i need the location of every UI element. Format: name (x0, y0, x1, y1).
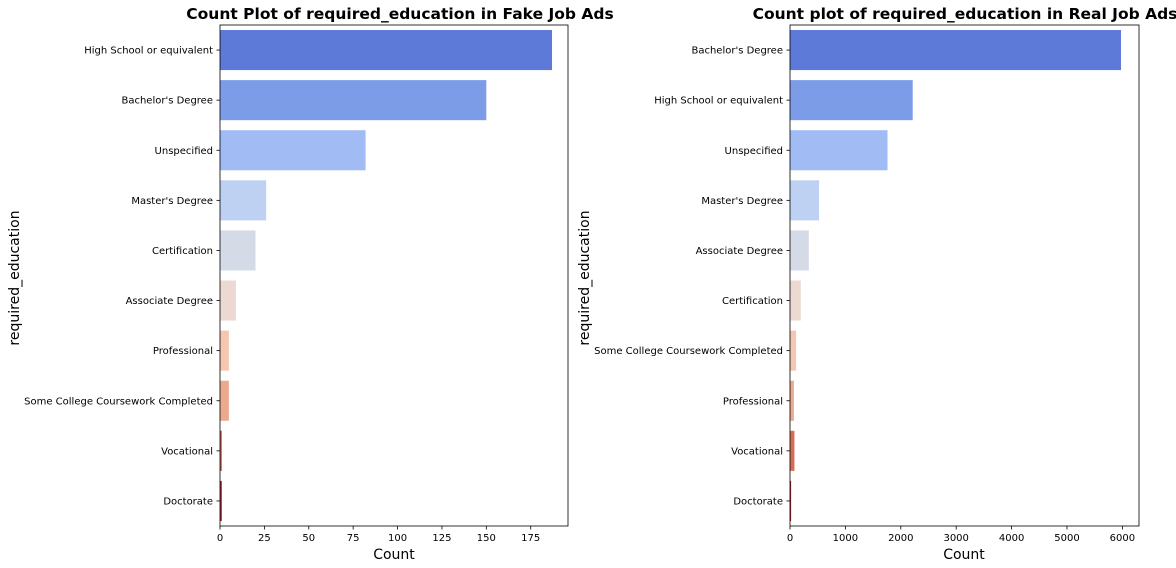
x-tick-label-real-2: 2000 (888, 533, 913, 544)
y-tick-label-real-4: Associate Degree (696, 246, 783, 257)
bar-real-4 (790, 230, 809, 271)
y-tick-label-real-5: Certification (722, 296, 783, 307)
bar-fake-1 (220, 80, 487, 121)
x-tick-label-fake-1: 25 (258, 533, 271, 544)
x-tick-label-fake-2: 50 (302, 533, 315, 544)
bars-fake (220, 30, 553, 521)
bar-real-1 (790, 80, 913, 121)
bar-fake-5 (220, 280, 236, 321)
fake-job-ads-chart: Count Plot of required_education in Fake… (7, 5, 614, 563)
y-tick-label-real-9: Doctorate (733, 496, 783, 507)
y-tick-label-real-7: Professional (723, 396, 783, 407)
y-axis-label-fake: required_education (7, 210, 23, 345)
y-tick-label-fake-6: Professional (153, 346, 213, 357)
y-tick-label-real-1: High School or equivalent (654, 96, 783, 107)
x-tick-label-fake-4: 100 (388, 533, 407, 544)
x-ticks-fake: 0 25 50 75 100 125 150 175 (217, 526, 540, 544)
x-tick-label-real-1: 1000 (833, 533, 858, 544)
y-axis-label-real: required_education (577, 210, 593, 345)
bar-fake-7 (220, 380, 229, 421)
y-tick-label-fake-1: Bachelor's Degree (121, 96, 213, 107)
x-tick-label-fake-5: 125 (432, 533, 451, 544)
bar-real-2 (790, 130, 888, 171)
y-tick-label-fake-7: Some College Coursework Completed (24, 396, 213, 407)
bar-real-9 (790, 480, 792, 521)
chart-title-real: Count plot of required_education in Real… (753, 5, 1176, 23)
chart-title-fake: Count Plot of required_education in Fake… (186, 5, 613, 23)
x-axis-label-fake: Count (373, 547, 415, 563)
y-tick-label-real-3: Master's Degree (701, 196, 783, 207)
y-tick-label-real-6: Some College Coursework Completed (594, 346, 783, 357)
bars-real (790, 30, 1121, 521)
y-tick-label-fake-2: Unspecified (155, 146, 213, 157)
bar-real-5 (790, 280, 801, 321)
bar-fake-6 (220, 330, 229, 371)
bar-real-7 (790, 380, 794, 421)
y-tick-label-fake-9: Doctorate (163, 496, 213, 507)
x-tick-label-fake-7: 175 (521, 533, 540, 544)
x-tick-label-real-6: 6000 (1110, 533, 1135, 544)
bar-fake-4 (220, 230, 256, 271)
y-tick-label-real-2: Unspecified (725, 146, 783, 157)
x-tick-label-real-3: 3000 (943, 533, 968, 544)
bar-fake-2 (220, 130, 366, 171)
bar-real-8 (790, 430, 795, 471)
x-tick-label-real-4: 4000 (999, 533, 1024, 544)
y-tick-labels-fake: High School or equivalent Bachelor's Degr… (24, 46, 220, 507)
x-ticks-real: 0 1000 2000 3000 4000 5000 6000 (787, 526, 1135, 544)
y-tick-label-real-8: Vocational (731, 446, 783, 457)
y-tick-label-fake-0: High School or equivalent (84, 46, 213, 57)
bar-fake-8 (220, 430, 222, 471)
bar-fake-3 (220, 180, 267, 221)
x-tick-label-real-0: 0 (787, 533, 793, 544)
x-tick-label-fake-0: 0 (217, 533, 223, 544)
y-tick-label-fake-5: Associate Degree (126, 296, 213, 307)
x-axis-label-real: Count (943, 547, 985, 563)
plot-frame-fake (219, 24, 569, 527)
bar-real-6 (790, 330, 797, 371)
bar-real-3 (790, 180, 820, 221)
plot-frame-real (789, 24, 1140, 527)
real-job-ads-chart: Count plot of required_education in Real… (577, 5, 1176, 563)
x-tick-label-fake-6: 150 (477, 533, 496, 544)
bar-fake-9 (220, 480, 222, 521)
y-tick-label-fake-8: Vocational (161, 446, 213, 457)
y-tick-label-fake-3: Master's Degree (131, 196, 213, 207)
bar-fake-0 (220, 30, 553, 71)
bar-real-0 (790, 30, 1121, 71)
y-tick-label-fake-4: Certification (152, 246, 213, 257)
y-tick-label-real-0: Bachelor's Degree (691, 46, 783, 57)
y-tick-labels-real: Bachelor's Degree High School or equivale… (594, 46, 790, 507)
x-tick-label-real-5: 5000 (1054, 533, 1079, 544)
x-tick-label-fake-3: 75 (347, 533, 360, 544)
